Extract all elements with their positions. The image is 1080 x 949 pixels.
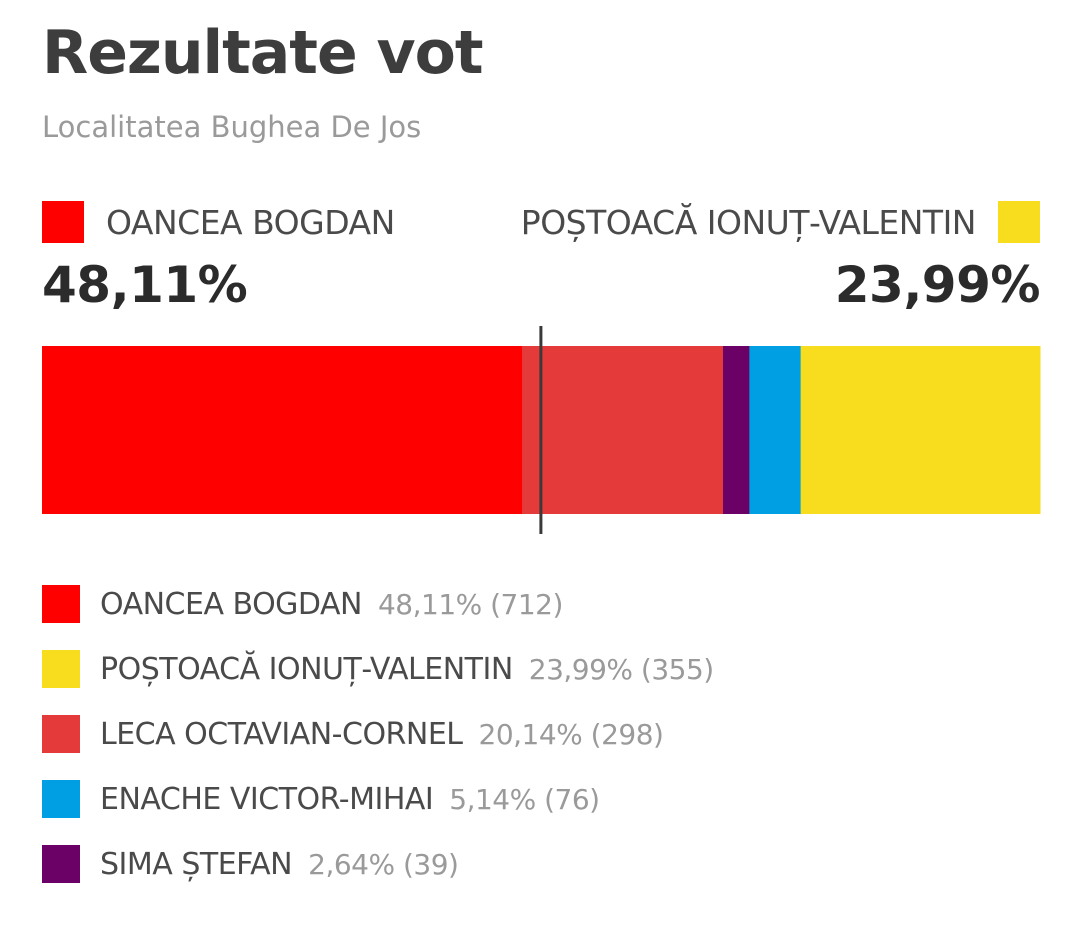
- chart-subtitle: Localitatea Bughea De Jos: [42, 110, 422, 144]
- legend-name: ENACHE VICTOR-MIHAI: [100, 781, 434, 817]
- legend-name: LECA OCTAVIAN-CORNEL: [100, 716, 463, 752]
- leader-left: OANCEA BOGDAN: [42, 200, 395, 244]
- legend-value: 20,14% (298): [478, 717, 664, 751]
- leader-left-percent: 48,11%: [42, 256, 248, 314]
- bar-segment-0: [42, 346, 523, 514]
- leaders-header: OANCEA BOGDAN POȘTOACĂ IONUȚ-VALENTIN: [42, 200, 1040, 244]
- stacked-bar-chart: [42, 326, 1041, 534]
- legend: OANCEA BOGDAN 48,11% (712) POȘTOACĂ IONUȚ-…: [42, 585, 714, 910]
- leader-right-name: POȘTOACĂ IONUȚ-VALENTIN: [520, 202, 977, 242]
- leader-right-swatch: [998, 201, 1040, 243]
- legend-swatch: [42, 715, 80, 753]
- legend-swatch: [42, 845, 80, 883]
- legend-value: 23,99% (355): [528, 652, 714, 686]
- legend-item: SIMA ȘTEFAN 2,64% (39): [42, 845, 714, 883]
- legend-name: POȘTOACĂ IONUȚ-VALENTIN: [100, 651, 513, 687]
- legend-item: LECA OCTAVIAN-CORNEL 20,14% (298): [42, 715, 714, 753]
- leader-left-swatch: [42, 201, 84, 243]
- legend-swatch: [42, 585, 80, 623]
- legend-item: POȘTOACĂ IONUȚ-VALENTIN 23,99% (355): [42, 650, 714, 688]
- legend-item: ENACHE VICTOR-MIHAI 5,14% (76): [42, 780, 714, 818]
- legend-name: OANCEA BOGDAN: [100, 586, 362, 622]
- legend-swatch: [42, 650, 80, 688]
- bar-segment-3: [749, 346, 802, 514]
- chart-title: Rezultate vot: [42, 18, 484, 88]
- legend-value: 5,14% (76): [449, 782, 600, 816]
- leader-left-name: OANCEA BOGDAN: [106, 202, 395, 242]
- legend-swatch: [42, 780, 80, 818]
- legend-item: OANCEA BOGDAN 48,11% (712): [42, 585, 714, 623]
- leader-right: POȘTOACĂ IONUȚ-VALENTIN: [521, 200, 1040, 244]
- legend-name: SIMA ȘTEFAN: [100, 846, 293, 882]
- bar-segment-1: [522, 346, 724, 514]
- legend-value: 2,64% (39): [308, 847, 459, 881]
- legend-value: 48,11% (712): [377, 587, 563, 621]
- bar-segment-4: [800, 346, 1041, 514]
- leader-right-percent: 23,99%: [834, 256, 1041, 314]
- bar-segment-2: [722, 346, 750, 514]
